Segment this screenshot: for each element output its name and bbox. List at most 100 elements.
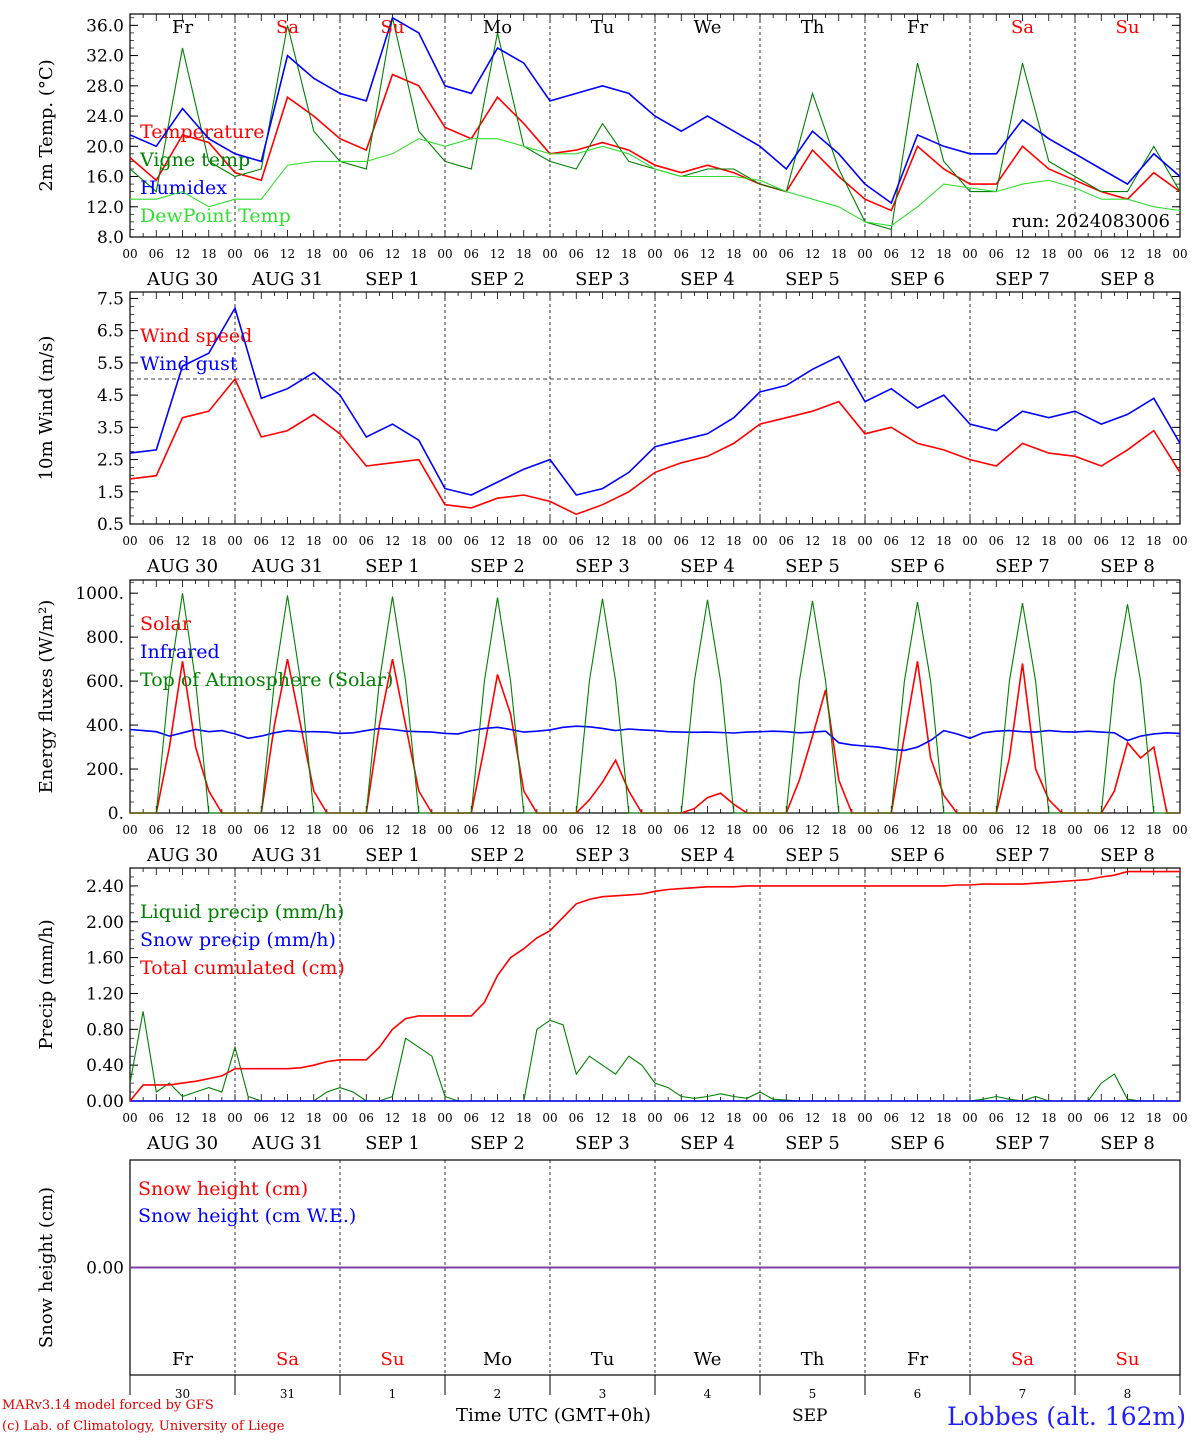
hour-tick-label: 18	[1041, 823, 1056, 837]
hour-tick-label: 06	[779, 247, 794, 261]
hour-tick-label: 18	[831, 534, 846, 548]
legend-entry: Liquid precip (mm/h)	[140, 901, 344, 923]
hour-tick-label: 12	[1015, 823, 1030, 837]
dow-label: We	[694, 1349, 722, 1370]
hour-tick-label: 06	[254, 247, 269, 261]
date-label: SEP 6	[890, 845, 945, 866]
hour-tick-label: 06	[989, 247, 1004, 261]
hour-tick-label: 18	[936, 534, 951, 548]
hour-tick-label: 06	[149, 1111, 164, 1125]
hour-tick-label: 18	[831, 823, 846, 837]
hour-tick-label: 00	[752, 1111, 767, 1125]
dow-label: Tu	[591, 1349, 615, 1370]
date-label: SEP 8	[1100, 556, 1155, 577]
y-tick-label: 600.	[86, 672, 124, 692]
y-tick-label: 400.	[86, 716, 124, 736]
y-tick-label: 0.	[108, 804, 124, 824]
legend-entry: Wind speed	[140, 325, 252, 347]
hour-tick-label: 00	[857, 534, 872, 548]
legend-entry: Snow precip (mm/h)	[140, 929, 336, 951]
hour-tick-label: 00	[1067, 823, 1082, 837]
dow-label: Sa	[1011, 17, 1034, 38]
hour-tick-label: 12	[490, 1111, 505, 1125]
series-line-humidex	[129, 16, 1181, 205]
hour-tick-label: 00	[647, 534, 662, 548]
date-label: AUG 30	[146, 269, 218, 290]
hour-tick-label: 00	[647, 823, 662, 837]
date-label: SEP 1	[365, 845, 420, 866]
hour-tick-label: 06	[359, 823, 374, 837]
hour-tick-label: 18	[201, 1111, 216, 1125]
hour-tick-label: 18	[306, 534, 321, 548]
y-tick-label: 3.5	[97, 418, 124, 438]
hour-tick-label: 00	[437, 1111, 452, 1125]
hour-tick-label: 00	[962, 247, 977, 261]
hour-tick-label: 18	[831, 247, 846, 261]
y-tick-label: 12.0	[86, 198, 124, 218]
hour-tick-label: 12	[385, 534, 400, 548]
hour-tick-label: 12	[805, 534, 820, 548]
hour-tick-label: 06	[989, 1111, 1004, 1125]
hour-tick-label: 06	[884, 1111, 899, 1125]
hour-tick-label: 06	[779, 534, 794, 548]
y-axis-label: 10m Wind (m/s)	[36, 336, 57, 481]
hour-tick-label: 18	[1041, 1111, 1056, 1125]
date-label: SEP 4	[680, 1133, 735, 1154]
dow-label: Fr	[907, 17, 928, 38]
hour-tick-label: 12	[1120, 247, 1135, 261]
hour-tick-label: 00	[227, 1111, 242, 1125]
hour-tick-label: 06	[1094, 1111, 1109, 1125]
date-label: SEP 4	[680, 556, 735, 577]
y-tick-label: 1.20	[86, 984, 124, 1004]
date-label: SEP 7	[995, 556, 1050, 577]
series-line-infrared	[129, 725, 1181, 752]
y-tick-label: 0.5	[97, 515, 124, 535]
hour-tick-label: 06	[569, 1111, 584, 1125]
hour-tick-label: 18	[411, 247, 426, 261]
hour-tick-label: 18	[201, 823, 216, 837]
y-axis-label: Energy fluxes (W/m²)	[36, 600, 57, 794]
y-tick-label: 2.40	[86, 877, 124, 897]
dow-label: Su	[1116, 1349, 1140, 1370]
station-label: Lobbes (alt. 162m)	[946, 1402, 1186, 1431]
hour-tick-label: 12	[1015, 247, 1030, 261]
hour-tick-label: 00	[542, 1111, 557, 1125]
hour-tick-label: 12	[280, 1111, 295, 1125]
hour-tick-label: 12	[910, 534, 925, 548]
date-label: SEP 2	[470, 269, 525, 290]
hour-tick-label: 00	[332, 247, 347, 261]
hour-tick-label: 18	[831, 1111, 846, 1125]
day-number-label: 31	[280, 1387, 295, 1401]
credit-line-2: (c) Lab. of Climatology, University of L…	[2, 1419, 285, 1434]
y-tick-label: 0.80	[86, 1020, 124, 1040]
y-tick-label: 36.0	[86, 16, 124, 36]
legend-entry: Humidex	[140, 177, 227, 199]
run-annotation: run: 2024083006	[1012, 211, 1170, 232]
legend-entry: Vigne temp	[139, 149, 250, 171]
hour-tick-label: 12	[490, 534, 505, 548]
date-label: SEP 3	[575, 269, 630, 290]
legend-entry: Infrared	[140, 641, 220, 663]
date-label: SEP 7	[995, 269, 1050, 290]
hour-tick-label: 12	[805, 823, 820, 837]
hour-tick-label: 12	[595, 534, 610, 548]
series-line-total-cumulated-cm-	[129, 870, 1180, 1102]
hour-tick-label: 00	[647, 1111, 662, 1125]
series-line-top-of-atmosphere-solar-	[130, 593, 1180, 814]
y-tick-label: 1.5	[97, 483, 124, 503]
day-number-label: 2	[494, 1387, 502, 1401]
y-tick-label: 24.0	[86, 107, 124, 127]
hour-tick-label: 00	[332, 1111, 347, 1125]
hour-tick-label: 18	[1146, 823, 1161, 837]
hour-tick-label: 12	[700, 823, 715, 837]
hour-tick-label: 18	[306, 823, 321, 837]
date-label: AUG 31	[251, 845, 323, 866]
hour-tick-label: 00	[752, 823, 767, 837]
hour-tick-label: 06	[569, 823, 584, 837]
day-number-label: 3	[599, 1387, 607, 1401]
dow-label: Sa	[1011, 1349, 1034, 1370]
dow-label: We	[694, 17, 722, 38]
day-number-label: 1	[389, 1387, 397, 1401]
hour-tick-label: 00	[1172, 534, 1187, 548]
panel-1: 8.0 12.0 16.0 20.0 24.0 28.0 32.0 36.0 2m Temp. …	[36, 13, 1181, 248]
